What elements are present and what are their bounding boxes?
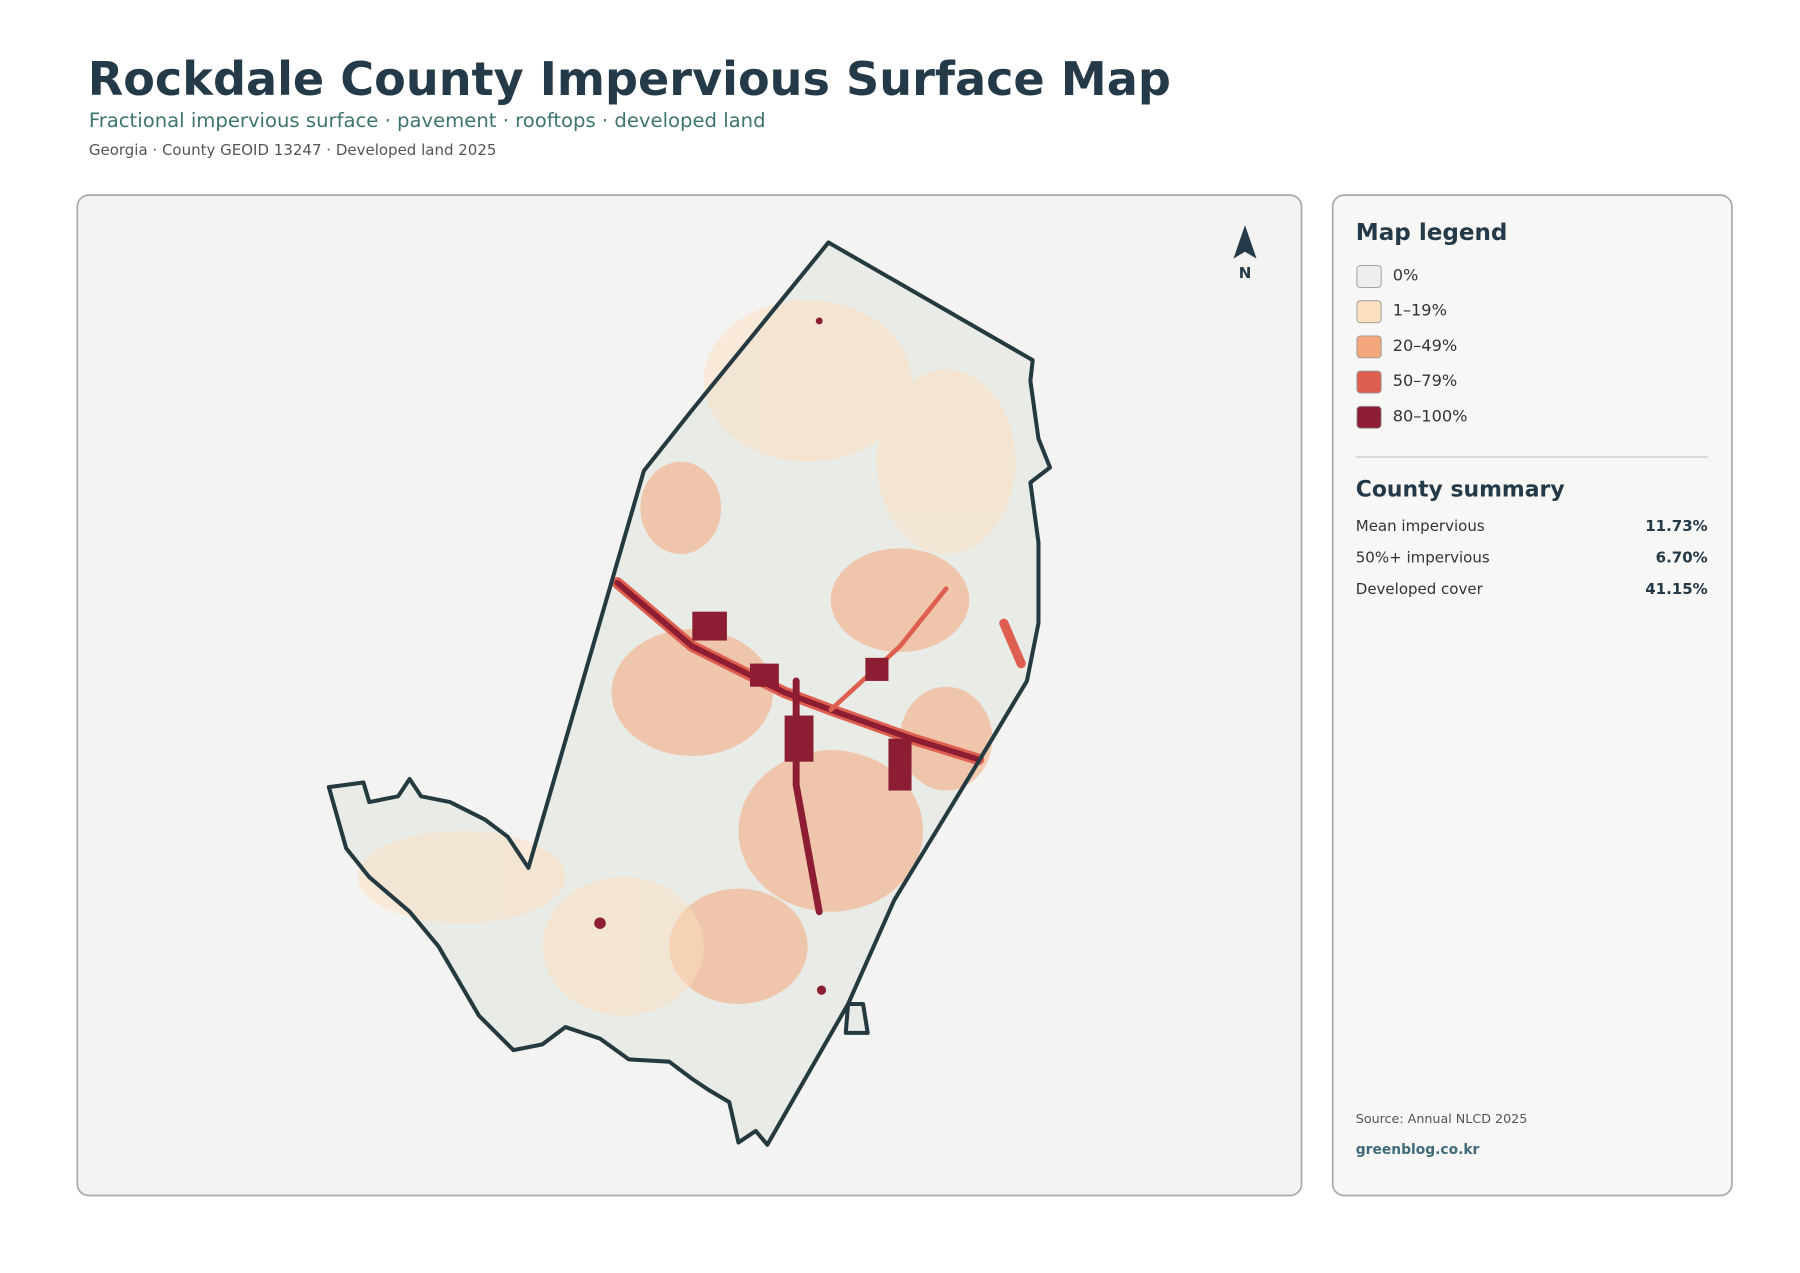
legend-swatch <box>1356 335 1382 359</box>
site: greenblog.co.kr <box>1356 1142 1480 1158</box>
stat-label: Developed cover <box>1356 580 1484 598</box>
county-map <box>326 240 1053 1147</box>
title: Rockdale County Impervious Surface Map <box>88 52 1171 106</box>
legend-label: 1–19% <box>1393 301 1447 320</box>
meta: Georgia · County GEOID 13247 · Developed… <box>89 141 497 159</box>
suburban-areas <box>611 461 993 1004</box>
legend-items: 0% 1–19% 20–49% 50–79% 80–100% <box>1356 265 1468 429</box>
dense-blocks <box>594 317 912 995</box>
north-arrow <box>1233 225 1257 259</box>
stat-value: 11.73% <box>1645 517 1707 535</box>
subtitle: Fractional impervious surface · pavement… <box>89 109 766 132</box>
legend-swatch <box>1356 370 1382 394</box>
legend-swatch <box>1356 405 1382 429</box>
stat-value: 41.15% <box>1645 580 1707 598</box>
north-label: N <box>1239 264 1252 282</box>
source: Source: Annual NLCD 2025 <box>1356 1111 1528 1126</box>
legend-panel <box>1331 194 1733 1197</box>
county-boundary <box>326 240 1053 1147</box>
stat-label: 50%+ impervious <box>1356 548 1490 566</box>
legend-label: 0% <box>1393 266 1419 285</box>
legend-label: 80–100% <box>1393 406 1468 425</box>
legend-swatch <box>1356 265 1382 288</box>
stat-label: Mean impervious <box>1356 517 1485 535</box>
summary-stats: Mean impervious 11.73% 50%+ impervious 6.70… <box>1356 517 1708 598</box>
legend-label: 20–49% <box>1393 336 1457 355</box>
rural-areas <box>357 300 1016 1016</box>
legend-label: 50–79% <box>1393 371 1457 390</box>
stat-value: 6.70% <box>1656 548 1708 566</box>
legend-swatch <box>1356 300 1382 324</box>
summary-title: County summary <box>1356 477 1565 502</box>
legend-title: Map legend <box>1356 220 1508 246</box>
